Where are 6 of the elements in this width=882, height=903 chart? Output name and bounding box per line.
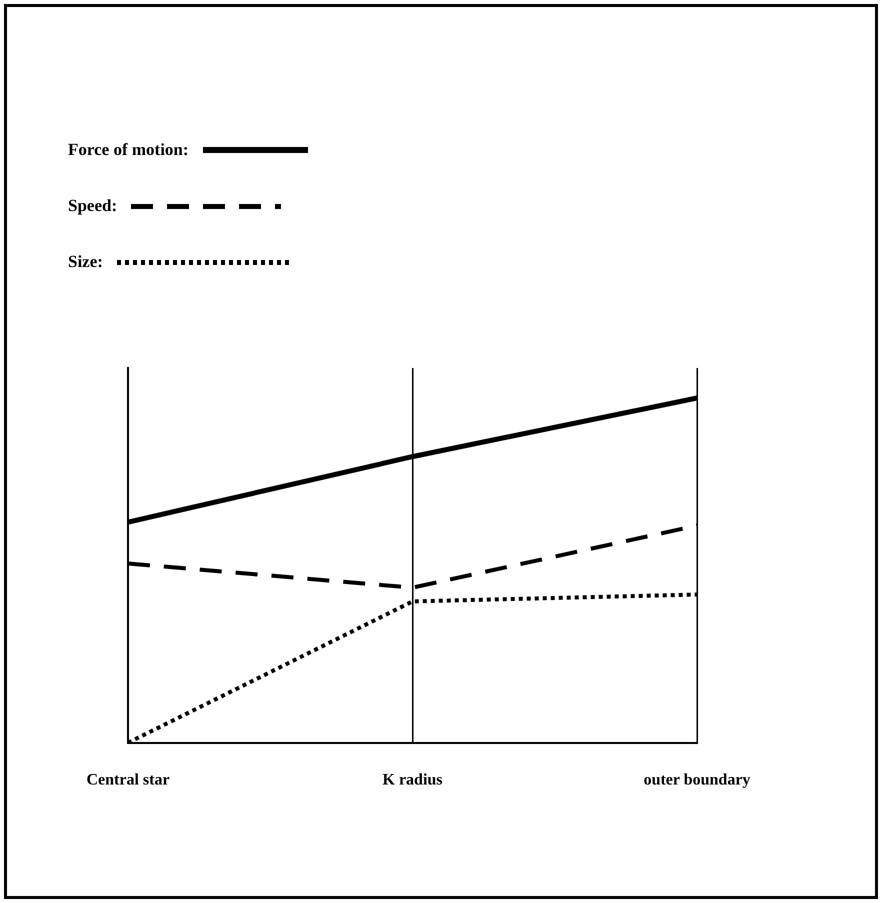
legend-label: Size: (68, 252, 103, 272)
legend-label: Speed: (68, 196, 118, 216)
x-tick-label: outer boundary (644, 772, 750, 789)
x-tick-label: K radius (382, 772, 443, 789)
legend-label: Force of motion: (68, 140, 189, 160)
x-tick-label: Central star (86, 772, 170, 789)
